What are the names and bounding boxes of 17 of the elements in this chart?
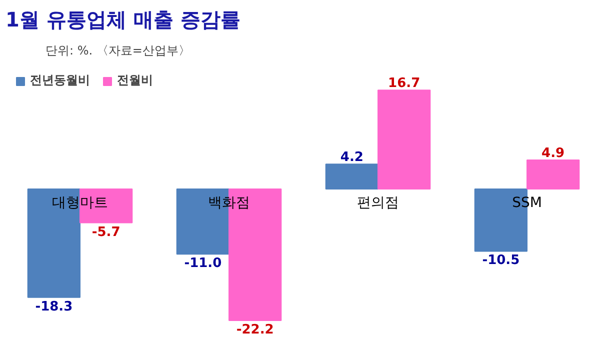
chart-subtitle: 단위: %. 〈자료=산업부〉 <box>46 44 190 58</box>
legend-label: 전년동월비 <box>30 72 90 89</box>
bar <box>526 160 580 190</box>
bar <box>325 164 378 190</box>
legend-label: 전월비 <box>117 72 153 89</box>
data-label: -5.7 <box>92 224 120 240</box>
data-label: -10.5 <box>482 253 520 268</box>
data-label: -18.3 <box>35 299 73 314</box>
data-label: 16.7 <box>388 76 420 92</box>
data-label: -22.2 <box>236 322 274 338</box>
data-label: -11.0 <box>184 256 222 272</box>
x-tick-label: 백화점 <box>208 195 250 212</box>
data-label: 4.9 <box>542 146 565 162</box>
bar <box>378 90 431 190</box>
data-label: 4.2 <box>340 150 364 166</box>
chart-title: 1월 유통업체 매출 증감률 <box>6 8 240 32</box>
x-tick-label: 편의점 <box>357 195 399 212</box>
